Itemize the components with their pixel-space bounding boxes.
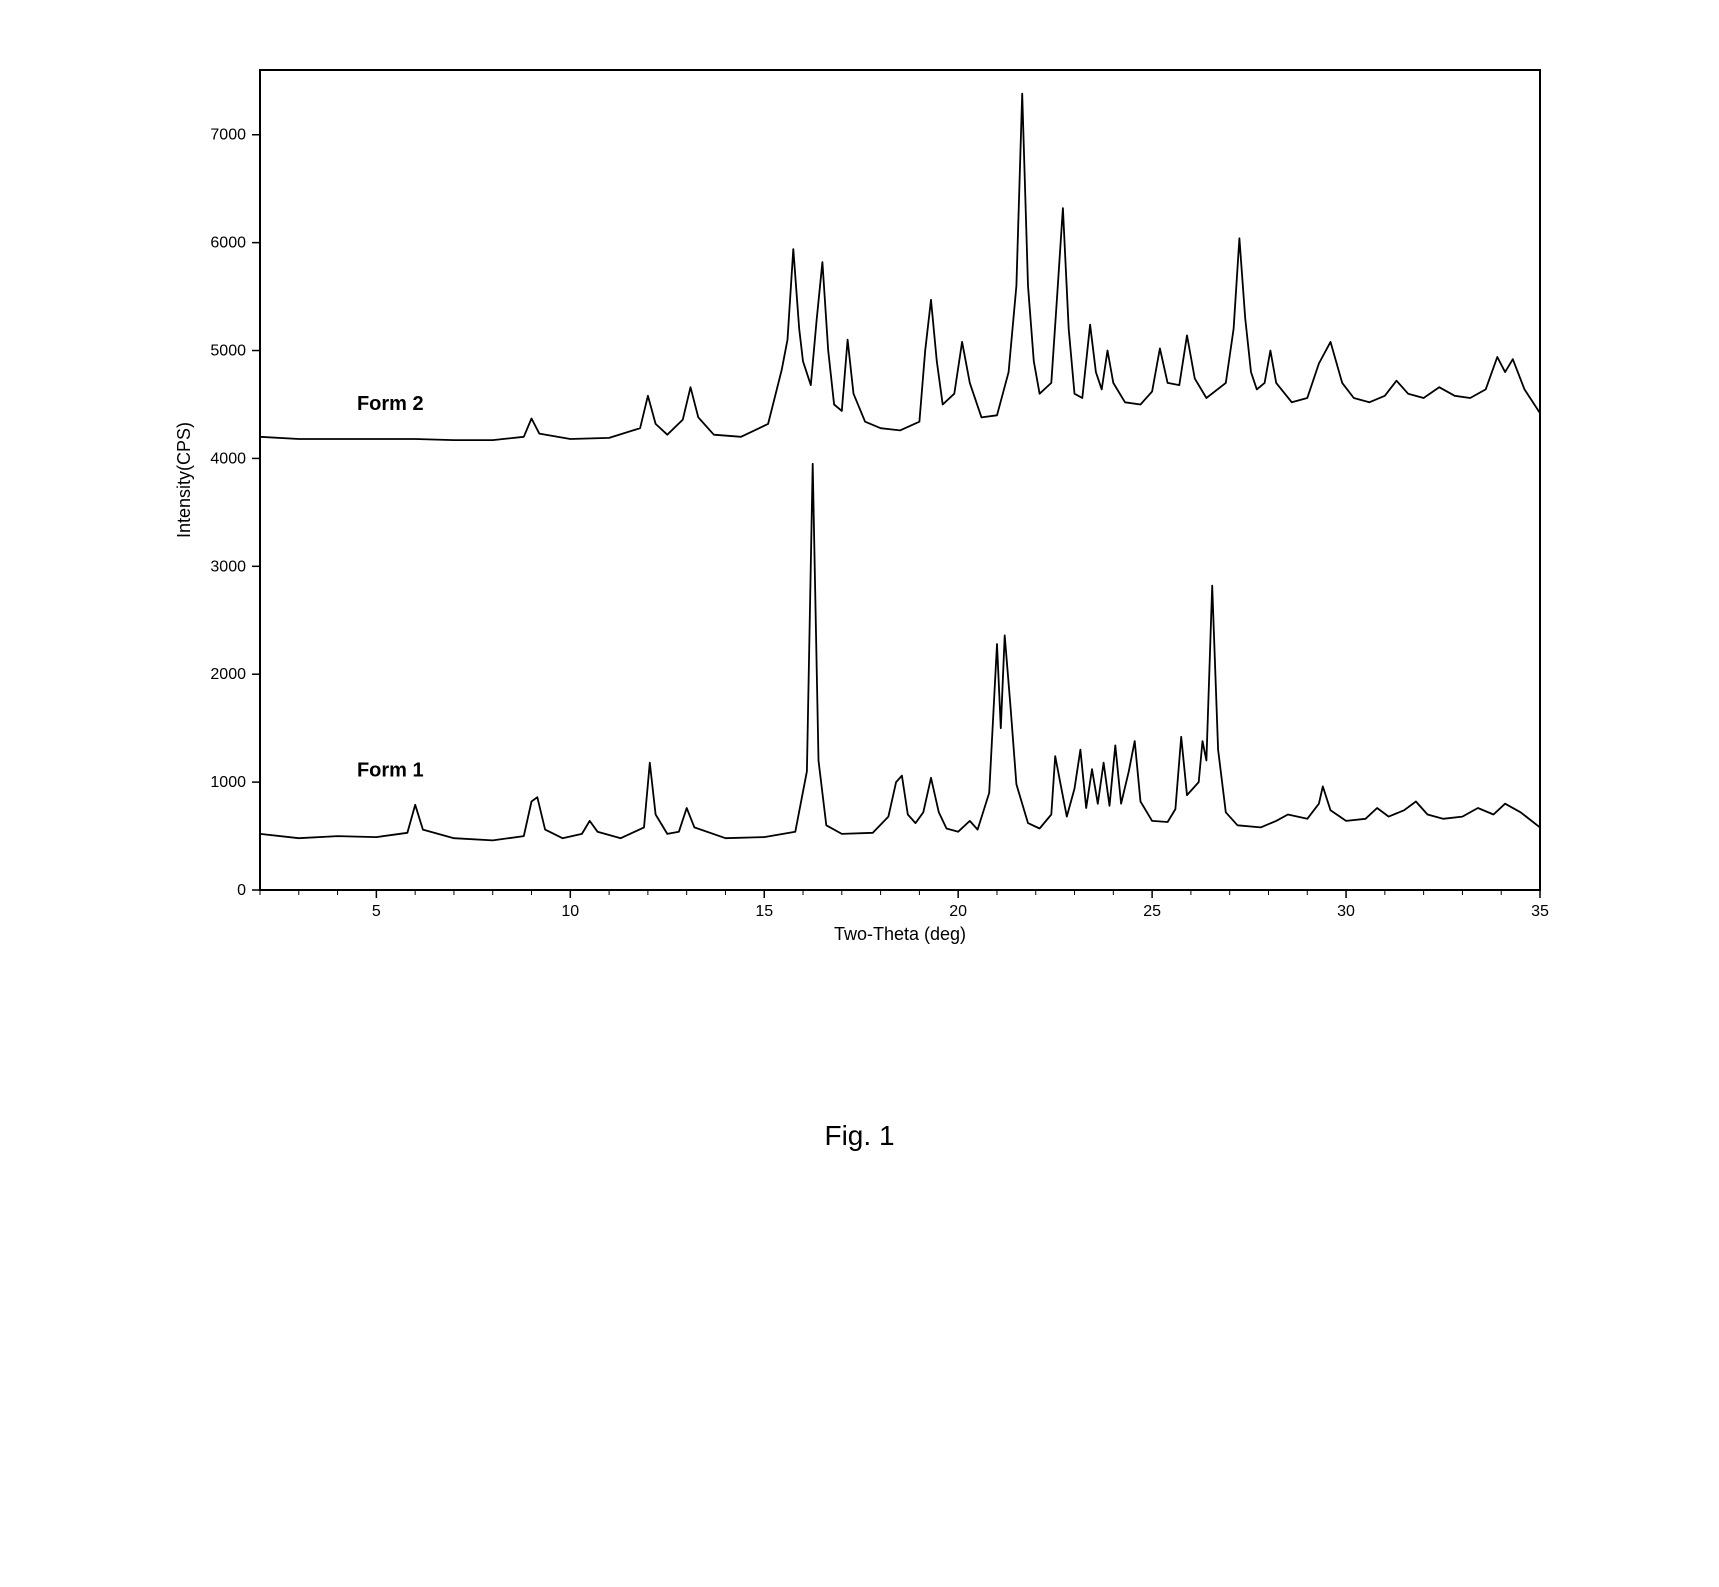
svg-text:20: 20 (949, 903, 967, 920)
xrd-chart: 5 10 15 20 25 30 35 0 1000 2000 3000 4000 5000 6000 70… (160, 40, 1560, 940)
svg-text:30: 30 (1337, 903, 1355, 920)
svg-text:Intensity(CPS): Intensity(CPS) (174, 422, 194, 538)
svg-text:25: 25 (1143, 903, 1161, 920)
svg-text:1000: 1000 (210, 774, 246, 791)
svg-text:2000: 2000 (210, 666, 246, 683)
svg-text:Two-Theta (deg): Two-Theta (deg) (833, 924, 965, 944)
svg-text:7000: 7000 (210, 127, 246, 144)
svg-text:6000: 6000 (210, 235, 246, 252)
svg-text:5: 5 (371, 903, 380, 920)
svg-text:5000: 5000 (210, 343, 246, 360)
svg-text:15: 15 (755, 903, 773, 920)
svg-text:0: 0 (237, 882, 246, 899)
svg-text:35: 35 (1531, 903, 1549, 920)
chart-svg: 5 10 15 20 25 30 35 0 1000 2000 3000 4000 5000 6000 70… (160, 40, 1560, 950)
svg-text:3000: 3000 (210, 558, 246, 575)
svg-text:Form 2: Form 2 (356, 393, 423, 415)
figure-caption: Fig. 1 (40, 1120, 1679, 1152)
svg-text:4000: 4000 (210, 450, 246, 467)
svg-text:Form 1: Form 1 (356, 760, 423, 782)
svg-text:10: 10 (561, 903, 579, 920)
